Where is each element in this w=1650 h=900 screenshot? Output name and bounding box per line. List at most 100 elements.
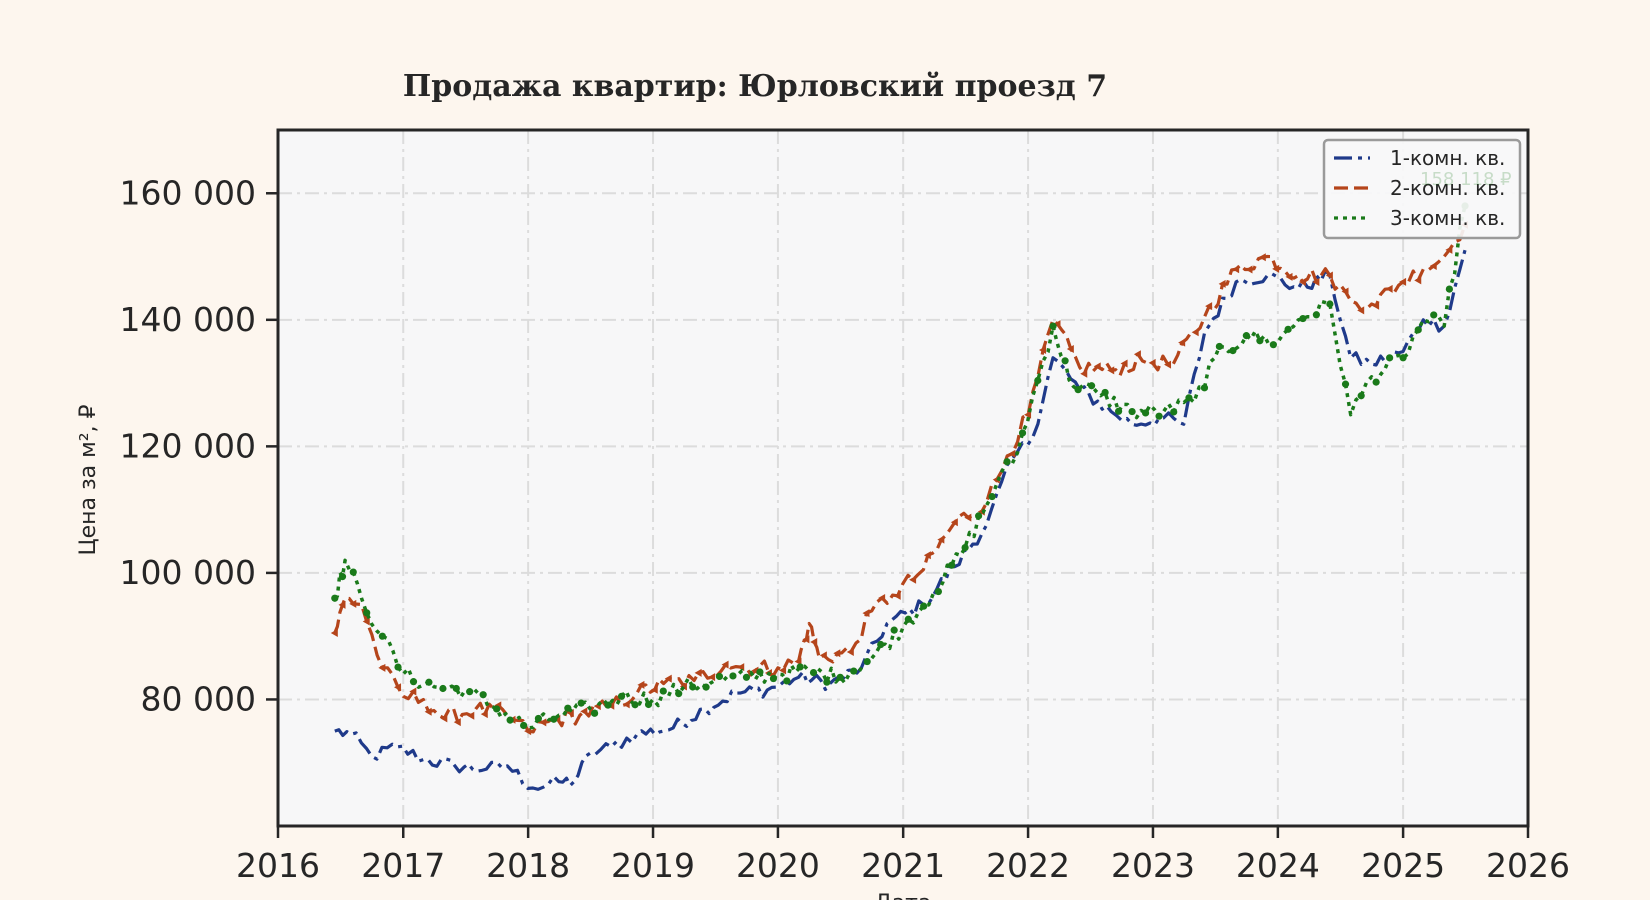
- x-axis-label: Дата: [875, 891, 932, 900]
- series-marker-2: [694, 668, 702, 677]
- series-marker-2: [580, 707, 588, 716]
- series-marker-3: [577, 699, 585, 707]
- series-marker-2: [394, 683, 402, 692]
- series-marker-3: [452, 684, 460, 693]
- series-marker-2: [1414, 276, 1422, 285]
- series-marker-2: [1445, 245, 1453, 254]
- x-tick-label: 2025: [1361, 846, 1445, 885]
- y-tick-label: 140 000: [120, 300, 256, 339]
- series-marker-3: [1414, 326, 1422, 334]
- y-tick-label: 160 000: [120, 173, 256, 212]
- series-marker-2: [1080, 369, 1088, 378]
- series-marker-3: [1284, 325, 1292, 333]
- series-marker-2: [362, 617, 370, 626]
- series-marker-2: [453, 718, 461, 727]
- series-marker-2: [964, 513, 972, 522]
- series-marker-2: [846, 648, 854, 656]
- series-marker-2: [1357, 306, 1365, 315]
- series-marker-3: [1088, 382, 1096, 390]
- series-marker-2: [637, 680, 645, 689]
- series-marker-2: [1372, 301, 1380, 310]
- series-marker-3: [659, 687, 667, 695]
- series-marker-2: [1341, 287, 1349, 296]
- series-marker-3: [378, 632, 386, 640]
- legend-entry: 1-комн. кв.: [1390, 146, 1505, 170]
- series-marker-3: [363, 609, 371, 617]
- series-marker-3: [520, 721, 528, 730]
- series-marker-3: [1326, 300, 1334, 308]
- series-marker-2: [1258, 253, 1266, 262]
- series-marker-2: [622, 700, 630, 709]
- series-marker-2: [1191, 328, 1199, 337]
- series-marker-2: [833, 649, 841, 658]
- y-tick-label: 100 000: [120, 553, 256, 592]
- series-marker-3: [1170, 408, 1178, 416]
- legend-entry: 3-комн. кв.: [1390, 206, 1505, 230]
- series-marker-3: [506, 716, 514, 724]
- series-marker-3: [1141, 409, 1150, 417]
- series-marker-3: [783, 677, 791, 685]
- series-marker-3: [850, 667, 858, 675]
- series-marker-3: [823, 678, 831, 686]
- series-marker-2: [679, 682, 687, 691]
- axes-ticks: 80 000 100 000 120 000 140 000 160 000 2016 20…: [120, 173, 1570, 885]
- series-marker-3: [564, 704, 572, 712]
- series-marker-3: [331, 594, 339, 602]
- series-marker-2: [1024, 410, 1032, 419]
- x-tick-label: 2022: [986, 846, 1070, 885]
- series-marker-2: [524, 727, 532, 736]
- series-marker-2: [1066, 345, 1074, 354]
- x-tick-label: 2016: [236, 846, 320, 885]
- series-line-3: [333, 205, 1467, 730]
- series-marker-3: [349, 568, 357, 576]
- series-marker-3: [409, 678, 418, 686]
- series-marker-2: [1053, 320, 1061, 329]
- series-marker-2: [1399, 277, 1407, 286]
- x-tick-label: 2023: [1111, 846, 1195, 885]
- series-marker-3: [1341, 380, 1350, 388]
- series-marker-3: [631, 701, 639, 709]
- series-marker-2: [1245, 265, 1253, 274]
- series-marker-2: [819, 651, 827, 660]
- series-marker-3: [934, 587, 943, 596]
- series-marker-3: [550, 715, 558, 723]
- series-marker-3: [534, 714, 543, 723]
- series-marker-3: [729, 672, 737, 680]
- series-marker-2: [1232, 265, 1240, 274]
- series-marker-3: [1074, 386, 1082, 394]
- series-marker-3: [644, 700, 653, 709]
- series-marker-3: [590, 709, 599, 717]
- series-marker-3: [904, 615, 912, 623]
- series-marker-3: [1101, 388, 1109, 397]
- series-marker-2: [1107, 366, 1115, 375]
- series-marker-2: [1285, 272, 1293, 281]
- series-marker-2: [1298, 278, 1306, 287]
- series-marker-3: [988, 492, 996, 501]
- series-marker-3: [394, 663, 402, 671]
- series-marker-3: [1128, 407, 1136, 416]
- y-tick-label: 120 000: [120, 426, 256, 465]
- series-marker-2: [810, 637, 818, 646]
- x-tick-label: 2018: [486, 846, 570, 885]
- x-tick-label: 2020: [736, 846, 820, 885]
- series-marker-2: [1148, 358, 1156, 367]
- series-marker-2: [650, 685, 658, 694]
- series-marker-3: [742, 673, 751, 681]
- series-marker-3: [466, 688, 474, 696]
- series-marker-2: [1325, 271, 1333, 280]
- series-marker-3: [1430, 311, 1438, 319]
- series-marker-2: [802, 635, 810, 644]
- series-marker-2: [893, 591, 901, 600]
- series-marker-2: [937, 535, 945, 544]
- series-marker-3: [1049, 322, 1057, 330]
- series-marker-3: [1215, 342, 1223, 351]
- series-marker-2: [480, 710, 488, 719]
- series-marker-3: [479, 691, 487, 699]
- series-marker-3: [961, 544, 969, 552]
- series-marker-3: [439, 684, 447, 693]
- series-marker-3: [1061, 357, 1069, 365]
- series-marker-2: [1164, 360, 1172, 369]
- series-marker-2: [467, 711, 475, 720]
- series-marker-3: [604, 701, 612, 709]
